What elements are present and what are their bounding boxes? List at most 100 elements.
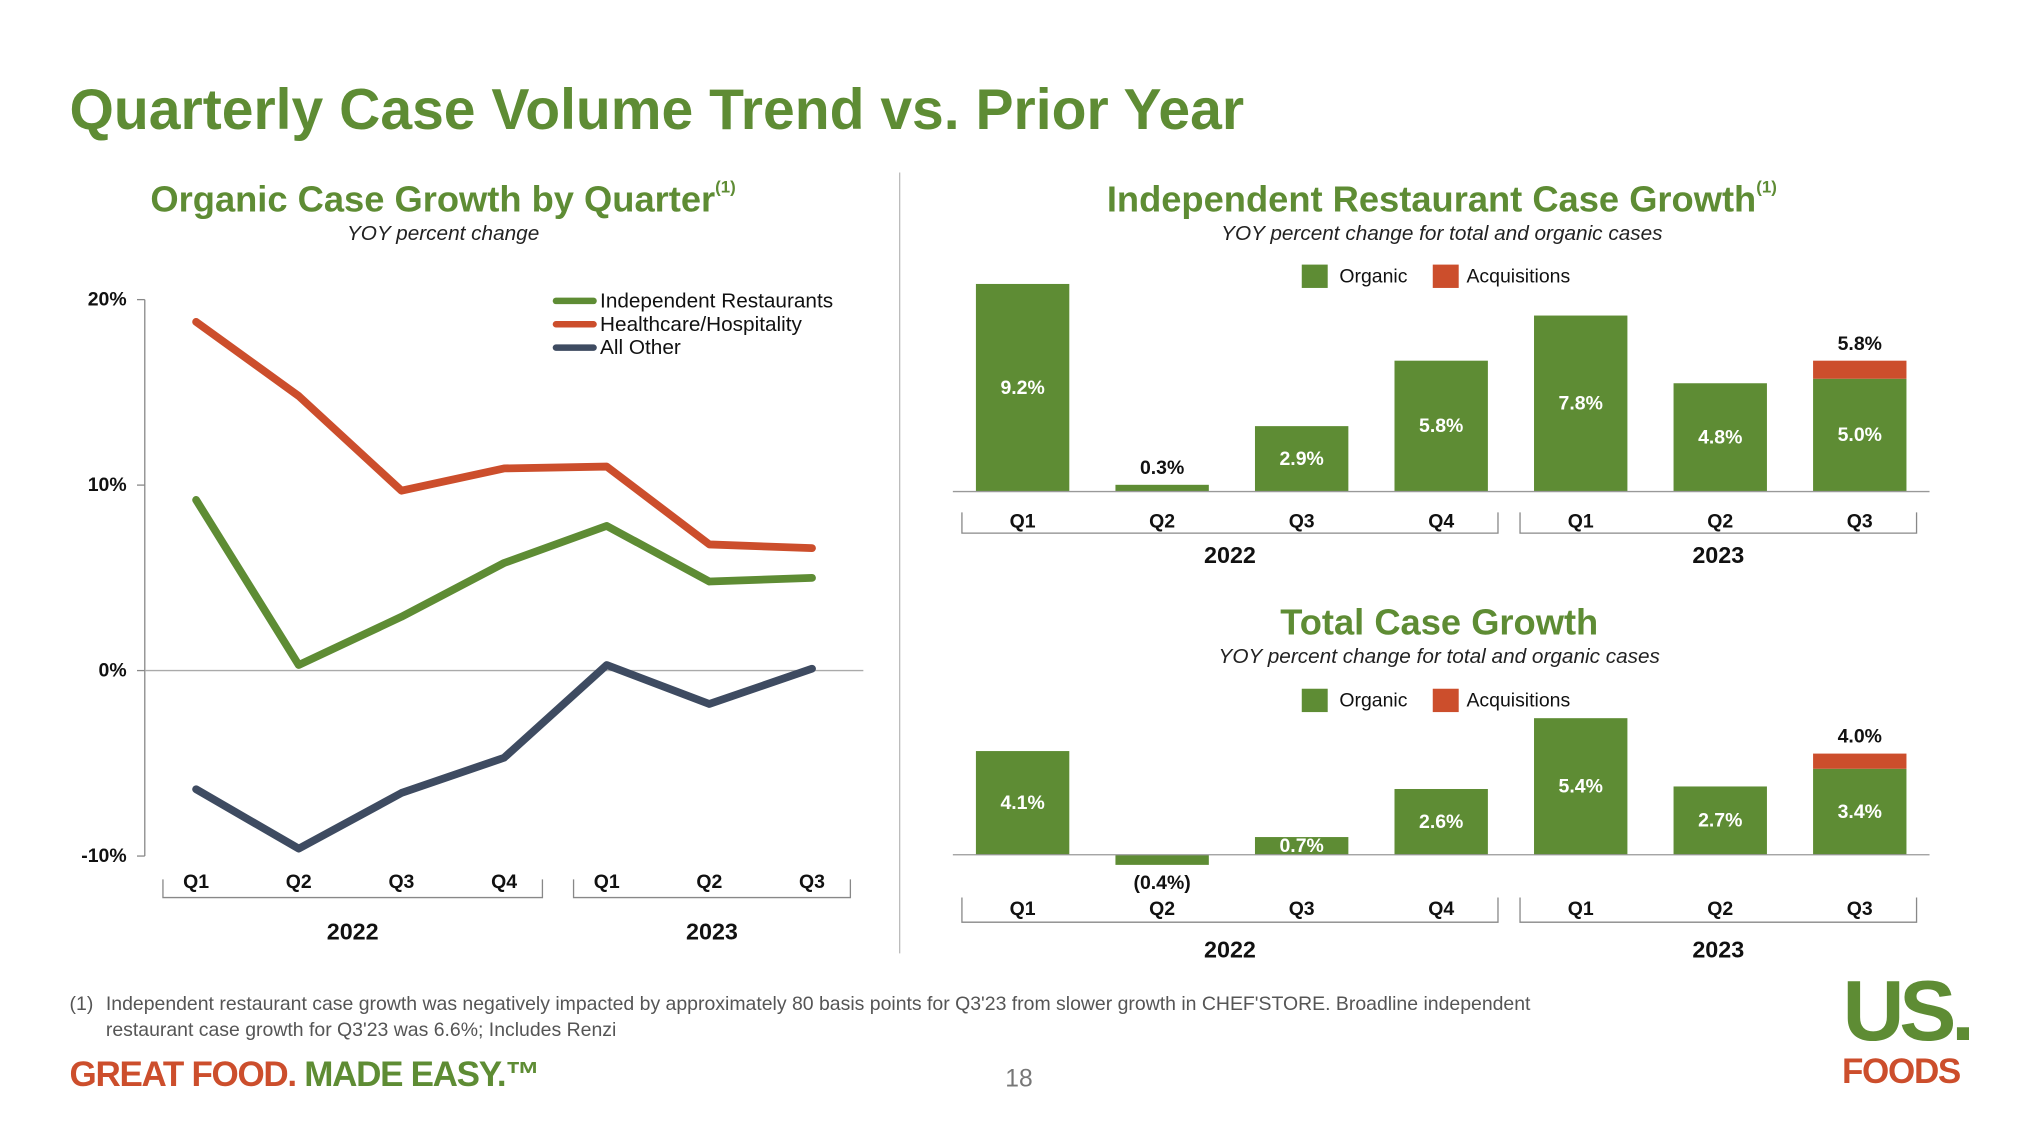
legend-label: Organic: [1339, 689, 1407, 711]
total-label: 5.8%: [1838, 333, 1882, 355]
line-series: [192, 661, 816, 853]
y-tick-label: 20%: [88, 289, 127, 311]
x-tick-label: Q3: [1289, 898, 1315, 920]
bar: [975, 751, 1070, 855]
bar: [1115, 854, 1209, 865]
value-label: 3.4%: [1838, 801, 1882, 823]
x-tick-label: Q1: [1568, 510, 1594, 532]
bar: [1813, 360, 1907, 379]
bar: [1254, 426, 1349, 492]
x-tick-label: Q3: [1289, 510, 1315, 532]
chart-title-text: Independent Restaurant Case Growth: [1107, 178, 1756, 219]
x-tick-label: Q4: [1428, 510, 1454, 532]
x-tick-label: Q3: [1847, 510, 1873, 532]
value-label: 0.3%: [1140, 457, 1184, 479]
group-bracket: [961, 897, 1499, 923]
group-label: 2022: [1204, 936, 1256, 962]
group-label: 2023: [1692, 542, 1744, 568]
legend-label: Acquisitions: [1466, 265, 1570, 287]
bar: [1673, 786, 1767, 855]
bar: [1115, 484, 1209, 492]
bar: [1394, 360, 1488, 492]
bar: [1534, 718, 1628, 855]
chart-title-text: Total Case Growth: [1280, 601, 1598, 642]
bar: [1813, 378, 1907, 492]
total-label: 4.0%: [1838, 726, 1882, 748]
bar: [975, 283, 1070, 492]
value-label: 7.8%: [1559, 393, 1603, 415]
value-label: 5.0%: [1838, 424, 1882, 446]
y-tick-label: 0%: [99, 660, 127, 682]
bar: [1813, 753, 1907, 769]
x-tick-label: Q1: [1010, 898, 1036, 920]
legend-label: Independent Restaurants: [600, 289, 833, 312]
y-tick-label: 10%: [88, 474, 127, 496]
x-tick-label: Q1: [1568, 898, 1594, 920]
value-label: 9.2%: [1000, 377, 1044, 399]
x-tick-label: Q1: [183, 871, 209, 893]
footnote-marker: (1): [70, 993, 94, 1015]
footnote-line: Independent restaurant case growth was n…: [106, 993, 1531, 1015]
legend-swatch: [1301, 264, 1328, 288]
chart-subtitle: YOY percent change for total and organic…: [1219, 645, 1660, 668]
bar: [1394, 788, 1488, 855]
legend-swatch: [1432, 264, 1459, 288]
x-tick-label: Q2: [1707, 898, 1733, 920]
tagline-part: GREAT FOOD.: [70, 1054, 296, 1093]
value-label: 4.1%: [1000, 792, 1044, 814]
group-bracket: [961, 512, 1499, 534]
group-bracket: [1519, 897, 1918, 923]
bar: [1673, 383, 1767, 492]
value-label: 4.8%: [1698, 426, 1742, 448]
chart-title: Total Case Growth: [1280, 601, 1598, 642]
y-tick-label: -10%: [81, 845, 126, 867]
line-series: [192, 317, 816, 553]
group-bracket: [162, 879, 544, 899]
value-label: (0.4%): [1134, 872, 1191, 894]
chart-title: Independent Restaurant Case Growth(1): [1107, 177, 1777, 219]
value-label: 2.7%: [1698, 810, 1742, 832]
line-series: [192, 496, 816, 669]
x-tick-label: Q1: [594, 871, 620, 893]
value-label: 0.7%: [1280, 835, 1324, 857]
legend-label: Organic: [1339, 265, 1407, 287]
logo-foods: FOODS: [1842, 1052, 1960, 1091]
x-tick-label: Q2: [1149, 898, 1175, 920]
footnote-line: restaurant case growth for Q3'23 was 6.6…: [106, 1019, 616, 1041]
chart-title-note: (1): [1756, 177, 1777, 196]
x-tick-label: Q1: [1010, 510, 1036, 532]
legend-label: Healthcare/Hospitality: [600, 313, 802, 336]
bar: [1813, 768, 1907, 855]
group-label: 2022: [327, 918, 379, 944]
x-tick-label: Q2: [696, 871, 722, 893]
value-label: 2.9%: [1280, 448, 1324, 470]
value-label: 5.8%: [1419, 415, 1463, 437]
x-tick-label: Q2: [1707, 510, 1733, 532]
group-label: 2023: [1692, 936, 1744, 962]
chart-subtitle: YOY percent change: [347, 222, 539, 245]
legend-label: All Other: [600, 336, 681, 359]
tagline-part: MADE EASY.™: [304, 1054, 539, 1093]
legend-swatch: [1432, 688, 1459, 713]
slide-title: Quarterly Case Volume Trend vs. Prior Ye…: [70, 78, 1245, 142]
value-label: 2.6%: [1419, 811, 1463, 833]
x-tick-label: Q4: [491, 871, 517, 893]
legend-label: Acquisitions: [1466, 689, 1570, 711]
chart-title-note: (1): [715, 177, 736, 196]
group-bracket: [572, 879, 852, 899]
x-tick-label: Q3: [799, 871, 825, 893]
bar: [1254, 837, 1349, 855]
logo-us: US.: [1843, 964, 1970, 1059]
x-tick-label: Q3: [1847, 898, 1873, 920]
x-tick-label: Q3: [388, 871, 414, 893]
x-tick-label: Q2: [1149, 510, 1175, 532]
chart-subtitle: YOY percent change for total and organic…: [1221, 222, 1662, 245]
tagline: GREAT FOOD. MADE EASY.™: [70, 1054, 540, 1093]
group-label: 2022: [1204, 542, 1256, 568]
x-tick-label: Q4: [1428, 898, 1454, 920]
x-tick-label: Q2: [286, 871, 312, 893]
group-label: 2023: [686, 918, 738, 944]
chart-title-text: Organic Case Growth by Quarter: [150, 178, 715, 219]
